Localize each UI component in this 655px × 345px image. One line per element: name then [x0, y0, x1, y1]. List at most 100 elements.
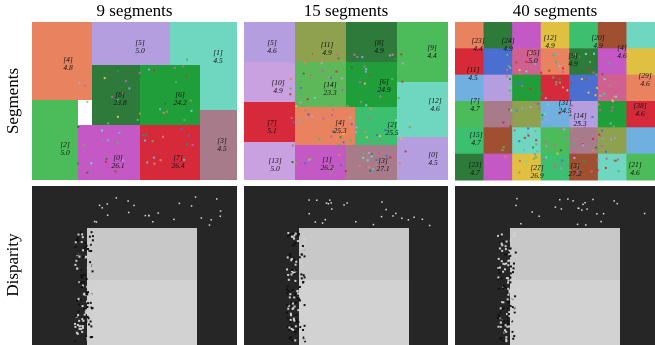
noise [556, 153, 558, 155]
noise [322, 70, 324, 72]
disparity-noise [513, 277, 515, 279]
disparity-noise [291, 325, 293, 327]
disparity-noise [500, 307, 502, 309]
segment-region [512, 75, 541, 102]
disparity-noise [508, 280, 510, 282]
noise [366, 136, 368, 138]
noise [369, 140, 371, 142]
noise [361, 56, 363, 58]
noise [369, 118, 371, 120]
disparity-noise [84, 247, 86, 249]
disparity-noise [86, 245, 88, 247]
disparity-noise [577, 224, 579, 226]
disparity-noise [286, 326, 288, 328]
noise [555, 61, 557, 63]
noise [379, 139, 381, 141]
disparity-noise [503, 285, 505, 287]
disparity-noise [302, 329, 304, 331]
disparity-noise [584, 202, 586, 204]
disparity-noise [82, 320, 84, 322]
disparity-noise [510, 305, 512, 307]
noise [389, 156, 391, 158]
noise [343, 96, 345, 98]
disparity-noise [82, 325, 84, 327]
disparity-noise [501, 250, 503, 252]
noise [291, 117, 293, 119]
segment-value: 27.2 [568, 169, 581, 178]
noise [536, 131, 538, 133]
disparity-noise [498, 258, 500, 260]
segment-value: 26.9 [530, 171, 543, 180]
noise [599, 109, 601, 111]
disparity-noise [94, 221, 96, 223]
segment-value: 23.3 [323, 88, 336, 97]
disparity-noise [133, 205, 135, 207]
noise [166, 111, 168, 113]
disparity-noise [304, 304, 306, 306]
noise [606, 158, 608, 160]
disparity-noise [515, 316, 517, 318]
disparity-noise [508, 313, 510, 315]
noise [183, 155, 185, 157]
segment-value: 4.7 [471, 138, 481, 147]
noise [537, 103, 539, 105]
noise [607, 62, 609, 64]
disparity-noise [290, 274, 292, 276]
row-label: Disparity [3, 233, 22, 297]
disparity-noise [343, 204, 345, 206]
disparity-noise [87, 339, 89, 341]
segment-region [598, 75, 627, 102]
disparity-noise [85, 293, 87, 295]
disparity-noise [80, 299, 82, 301]
disparity-noise [497, 276, 499, 278]
disparity-noise [195, 196, 197, 198]
noise [525, 161, 527, 163]
disparity-noise [507, 294, 509, 296]
noise [369, 74, 371, 76]
disparity-noise [328, 203, 330, 205]
segment-region [397, 22, 448, 82]
disparity-noise [75, 260, 77, 262]
noise [363, 66, 365, 68]
noise [146, 161, 148, 163]
disparity-noise [507, 260, 509, 262]
noise [521, 107, 523, 109]
noise [360, 101, 362, 103]
disparity-noise [287, 232, 289, 234]
noise [402, 62, 404, 64]
noise [601, 73, 603, 75]
disparity-noise [304, 276, 306, 278]
noise [148, 69, 150, 71]
noise [330, 136, 332, 138]
disparity-noise [216, 198, 218, 200]
column-title: 15 segments [304, 1, 389, 20]
disparity-noise [295, 314, 297, 316]
noise [401, 81, 403, 83]
disparity-noise [301, 253, 303, 255]
disparity-noise [88, 317, 90, 319]
noise [365, 68, 367, 70]
noise [527, 133, 529, 135]
noise [300, 87, 302, 89]
segment-value: 4.6 [640, 79, 650, 88]
noise [560, 168, 562, 170]
disparity-noise [596, 213, 598, 215]
noise [186, 143, 188, 145]
disparity-noise [107, 215, 109, 217]
noise [510, 87, 512, 89]
noise [518, 140, 520, 142]
disparity-noise [91, 307, 93, 309]
disparity-noise [509, 255, 511, 257]
segment-value: 23.8 [113, 98, 126, 107]
noise [596, 87, 598, 89]
noise [519, 87, 521, 89]
noise [364, 131, 366, 133]
noise [300, 101, 302, 103]
noise [186, 59, 188, 61]
disparity-noise [88, 323, 90, 325]
disparity-noise [304, 339, 306, 341]
disparity-noise [87, 302, 89, 304]
disparity-noise [302, 306, 304, 308]
disparity-noise [287, 256, 289, 258]
noise [552, 76, 554, 78]
